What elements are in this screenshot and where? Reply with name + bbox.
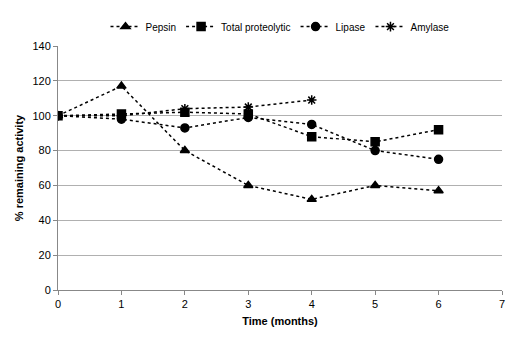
svg-text:80: 80: [39, 144, 51, 156]
svg-text:Lipase: Lipase: [336, 22, 366, 33]
svg-text:40: 40: [39, 214, 51, 226]
svg-text:140: 140: [32, 40, 50, 52]
svg-text:0: 0: [45, 284, 51, 296]
svg-text:4: 4: [309, 298, 315, 310]
svg-text:Pepsin: Pepsin: [146, 22, 177, 33]
svg-text:3: 3: [245, 298, 251, 310]
svg-text:% remaining activity: % remaining activity: [13, 114, 25, 221]
svg-text:60: 60: [39, 179, 51, 191]
svg-text:2: 2: [182, 298, 188, 310]
svg-text:20: 20: [39, 249, 51, 261]
svg-text:6: 6: [436, 298, 442, 310]
svg-text:120: 120: [32, 75, 50, 87]
svg-text:Amylase: Amylase: [410, 22, 449, 33]
svg-text:0: 0: [55, 298, 61, 310]
svg-text:Total proteolytic: Total proteolytic: [221, 22, 290, 33]
svg-text:5: 5: [372, 298, 378, 310]
svg-text:7: 7: [499, 298, 505, 310]
svg-text:Time (months): Time (months): [242, 315, 318, 327]
svg-text:100: 100: [32, 110, 50, 122]
svg-text:1: 1: [118, 298, 124, 310]
